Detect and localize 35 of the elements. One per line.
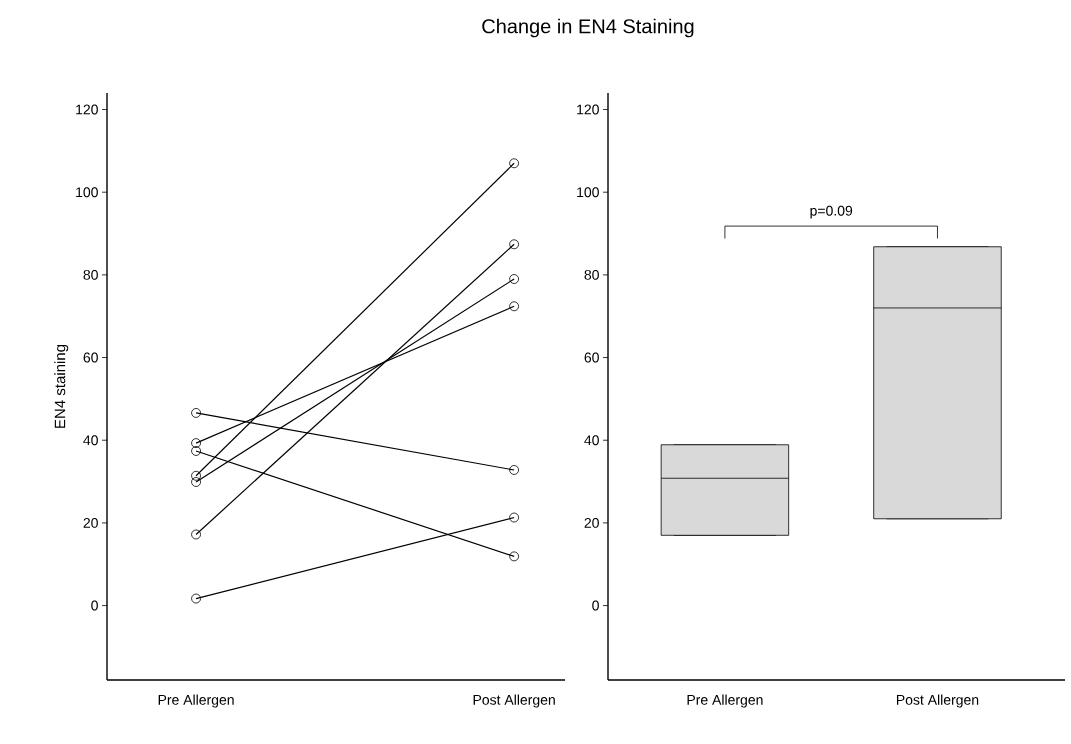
y-tick-label: 0 <box>592 600 599 611</box>
annotation: p=0.09 <box>810 205 853 219</box>
point <box>191 438 201 449</box>
y-tick-label: 0 <box>91 600 98 611</box>
chart-title: Change in EN4 Staining <box>482 18 694 38</box>
y-tick-label: 60 <box>584 352 599 363</box>
y-tick-label: 40 <box>584 435 599 446</box>
point <box>191 446 201 456</box>
y-tick-label: 20 <box>584 517 599 528</box>
point <box>509 301 520 312</box>
point <box>509 239 520 250</box>
point <box>191 477 201 487</box>
point <box>191 408 201 418</box>
point <box>191 470 201 481</box>
y-tick-label: 80 <box>584 269 599 280</box>
y-tick-label: 120 <box>76 104 98 115</box>
x-tick-label: Pre Allergen <box>158 694 234 708</box>
point <box>509 551 520 562</box>
point <box>509 158 520 169</box>
y-tick-label: 60 <box>83 352 98 363</box>
x-tick-label: Pre Allergen <box>687 694 763 708</box>
y-tick-label: 40 <box>83 435 98 446</box>
y-tick-label: 100 <box>577 187 599 198</box>
point <box>191 593 201 604</box>
x-tick-label: Post Allergen <box>473 694 555 708</box>
y-axis-title: EN4 staining <box>54 344 69 428</box>
y-tick-label: 120 <box>577 104 599 115</box>
y-tick-label: 100 <box>76 187 98 198</box>
y-tick-label: 20 <box>83 517 98 528</box>
point <box>509 465 520 475</box>
y-tick-label: 80 <box>83 269 98 280</box>
point <box>509 512 520 523</box>
x-tick-label: Post Allergen <box>896 694 979 708</box>
point <box>509 274 520 284</box>
point <box>191 529 201 540</box>
